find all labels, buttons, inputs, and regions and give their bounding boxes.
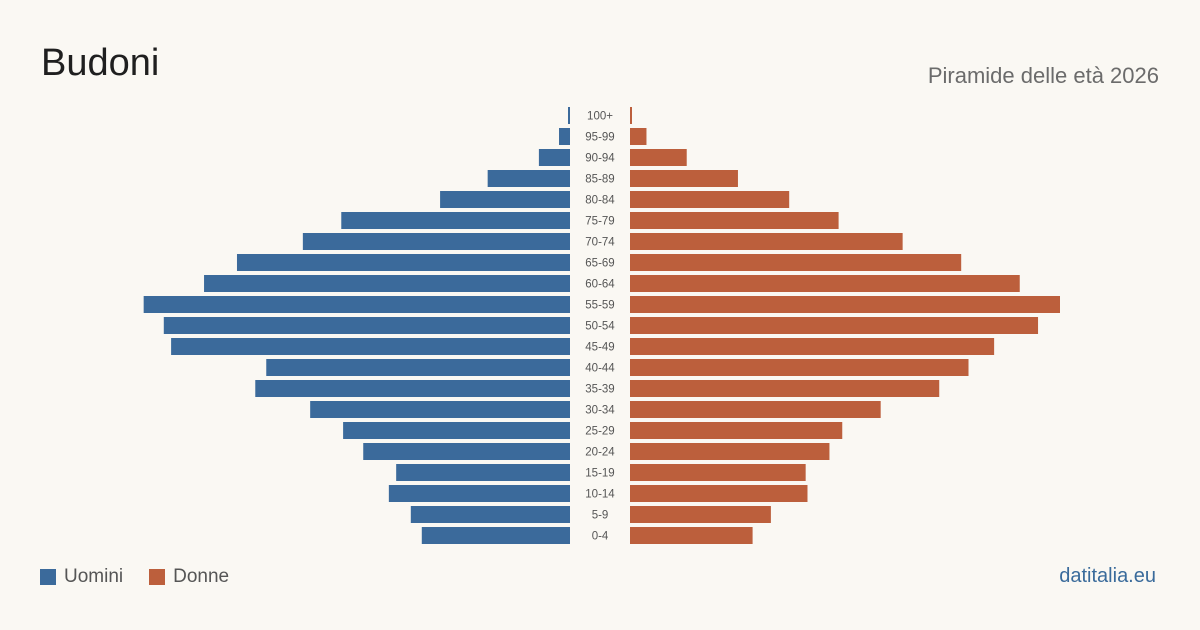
bar-women-40-44 — [630, 359, 969, 376]
bar-men-55-59 — [143, 296, 570, 313]
bar-men-70-74 — [302, 233, 570, 250]
bar-women-55-59 — [630, 296, 1060, 313]
bar-women-10-14 — [630, 485, 808, 502]
age-label-80-84: 80-84 — [585, 195, 615, 207]
age-label-10-14: 10-14 — [585, 489, 615, 501]
bar-women-65-69 — [630, 254, 962, 271]
bar-men-40-44 — [266, 359, 570, 376]
bar-men-25-29 — [343, 422, 570, 439]
bar-men-45-49 — [171, 338, 570, 355]
bar-men-100plus — [568, 107, 570, 124]
bar-women-25-29 — [630, 422, 843, 439]
page-title: Budoni — [41, 42, 160, 84]
legend-label-women: Donne — [173, 566, 230, 587]
legend-label-men: Uomini — [64, 566, 124, 587]
bar-men-20-24 — [363, 443, 570, 460]
men-swatch — [40, 569, 56, 585]
age-label-60-64: 60-64 — [585, 279, 615, 291]
age-label-35-39: 35-39 — [585, 384, 614, 396]
bar-women-50-54 — [630, 317, 1039, 334]
bar-women-90-94 — [630, 149, 687, 166]
bar-women-35-39 — [630, 380, 940, 397]
age-label-65-69: 65-69 — [585, 258, 614, 270]
age-label-95-99: 95-99 — [585, 132, 614, 144]
age-label-75-79: 75-79 — [585, 216, 614, 228]
bar-women-75-79 — [630, 212, 839, 229]
bar-men-10-14 — [388, 485, 570, 502]
legend: Uomini Donne — [40, 566, 255, 588]
women-swatch — [149, 569, 166, 585]
age-label-20-24: 20-24 — [585, 447, 615, 459]
chart-subtitle: Piramide delle età 2026 — [927, 63, 1159, 88]
bar-women-15-19 — [630, 464, 806, 481]
age-label-40-44: 40-44 — [585, 363, 615, 375]
bar-men-0-4 — [421, 527, 570, 544]
bar-men-15-19 — [396, 464, 570, 481]
age-label-0-4: 0-4 — [592, 531, 609, 543]
bar-men-30-34 — [310, 401, 570, 418]
bar-women-70-74 — [630, 233, 903, 250]
age-label-100plus: 100+ — [587, 111, 613, 123]
age-label-85-89: 85-89 — [585, 174, 614, 186]
bar-men-95-99 — [559, 128, 570, 145]
bar-women-60-64 — [630, 275, 1020, 292]
age-label-25-29: 25-29 — [585, 426, 614, 438]
bar-women-100plus — [630, 107, 632, 124]
legend-item-men: Uomini — [40, 566, 123, 588]
bar-men-80-84 — [440, 191, 570, 208]
bar-women-20-24 — [630, 443, 830, 460]
age-label-50-54: 50-54 — [585, 321, 615, 333]
bar-men-75-79 — [341, 212, 570, 229]
bar-women-45-49 — [630, 338, 995, 355]
bar-women-80-84 — [630, 191, 790, 208]
bar-men-60-64 — [204, 275, 571, 292]
bar-women-0-4 — [630, 527, 753, 544]
bar-men-85-89 — [487, 170, 570, 187]
bar-men-35-39 — [255, 380, 570, 397]
bar-men-90-94 — [538, 149, 570, 166]
source-link[interactable]: datitalia.eu — [1059, 565, 1156, 587]
bar-women-5-9 — [630, 506, 771, 523]
age-label-30-34: 30-34 — [585, 405, 615, 417]
age-label-90-94: 90-94 — [585, 153, 615, 165]
legend-item-women: Donne — [149, 566, 229, 588]
age-label-5-9: 5-9 — [592, 510, 609, 522]
age-label-15-19: 15-19 — [585, 468, 614, 480]
bar-women-95-99 — [630, 128, 647, 145]
bar-women-85-89 — [630, 170, 738, 187]
bar-women-30-34 — [630, 401, 881, 418]
age-label-70-74: 70-74 — [585, 237, 615, 249]
age-label-55-59: 55-59 — [585, 300, 614, 312]
age-label-45-49: 45-49 — [585, 342, 614, 354]
bar-men-50-54 — [163, 317, 570, 334]
bar-men-65-69 — [236, 254, 570, 271]
bar-men-5-9 — [410, 506, 570, 523]
